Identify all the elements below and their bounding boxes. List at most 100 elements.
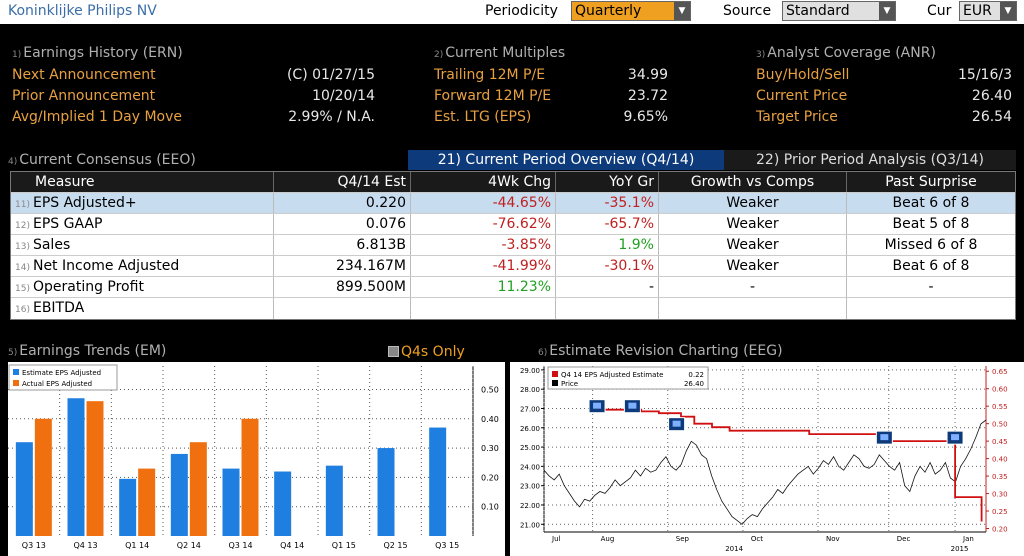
bar-estimate — [15, 442, 33, 536]
bar-actual — [86, 401, 104, 536]
current-price-value: 26.40 — [971, 88, 1012, 104]
section-number: 4) — [8, 157, 18, 167]
checkbox-icon — [388, 346, 399, 357]
revision-marker-glyph — [672, 420, 681, 427]
chevron-down-icon: ▼ — [879, 2, 895, 20]
x-tick-label: Dec — [897, 535, 911, 543]
row-number: 14) — [15, 263, 30, 273]
estimate-revision-link[interactable]: 6) Estimate Revision Charting (EEG) — [538, 343, 783, 359]
y-left-tick-label: 21.00 — [520, 521, 540, 529]
cell-chg: -76.62% — [411, 214, 556, 235]
table-row[interactable]: 13) Sales 6.813B -3.85% 1.9% Weaker Missed 6 o… — [11, 234, 1015, 256]
row-number: 15) — [15, 284, 30, 294]
cell-chg: -44.65% — [411, 193, 556, 214]
bar-actual — [189, 442, 207, 536]
col-estimate[interactable]: Q4/14 Est — [274, 172, 411, 192]
price-line — [543, 419, 987, 525]
section-number: 6) — [538, 348, 548, 358]
estimate-revision-svg: 21.00 22.00 23.00 24.00 25.00 26.00 27.00 28.00… — [520, 366, 1008, 553]
current-multiples-title: Current Multiples — [445, 45, 566, 61]
cell-est: 6.813B — [274, 235, 411, 256]
tab-prior-period[interactable]: 22) Prior Period Analysis (Q3/14) — [724, 150, 1016, 170]
currency-dropdown[interactable]: EUR ▼ — [959, 1, 1017, 21]
bar-estimate — [222, 468, 240, 536]
cell-est: 234.167M — [274, 256, 411, 277]
current-multiples-link[interactable]: 2) Current Multiples — [434, 45, 565, 61]
cell-comps: - — [659, 277, 847, 298]
x-tick-label: Q3 14 — [228, 541, 252, 550]
legend-value: 0.22 — [688, 371, 704, 379]
estimate-revision-title: Estimate Revision Charting (EEG) — [549, 343, 783, 359]
legend-box — [547, 366, 709, 390]
trailing-pe-label: Trailing 12M P/E — [434, 67, 546, 83]
y-left-tick-label: 27.00 — [520, 405, 540, 413]
y-right-tick-label: 0.20 — [992, 526, 1008, 534]
measure-name: Operating Profit — [32, 279, 144, 295]
revision-marker-glyph — [628, 402, 637, 409]
cell-chg: 11.23% — [411, 277, 556, 298]
table-row[interactable]: 11) EPS Adjusted+ 0.220 -44.65% -35.1% Weaker… — [11, 192, 1015, 214]
forward-pe-label: Forward 12M P/E — [434, 88, 552, 104]
q4s-only-label: Q4s Only — [401, 344, 465, 360]
earnings-trends-link[interactable]: 5) Earnings Trends (EM) — [8, 343, 166, 359]
cell-comps: Weaker — [659, 235, 847, 256]
legend-label: Price — [561, 380, 578, 388]
x-tick-label: Q4 13 — [73, 541, 97, 550]
y-left-tick-label: 25.00 — [520, 444, 540, 452]
col-measure[interactable]: Measure — [11, 172, 274, 192]
periodicity-label: Periodicity — [485, 3, 558, 19]
legend-swatch — [552, 371, 558, 377]
estimate-revision-chart[interactable]: 21.00 22.00 23.00 24.00 25.00 26.00 27.00 28.00… — [510, 362, 1024, 556]
y-right-tick-label: 0.35 — [992, 473, 1008, 481]
revision-marker-glyph — [880, 434, 889, 441]
avg-move-label: Avg/Implied 1 Day Move — [12, 109, 183, 125]
table-row[interactable]: 12) EPS GAAP 0.076 -76.62% -65.7% Weaker Beat … — [11, 213, 1015, 235]
source-dropdown[interactable]: Standard ▼ — [782, 1, 896, 21]
measure-name: Net Income Adjusted — [32, 258, 180, 274]
cell-surprise: Beat 6 of 8 — [892, 258, 970, 274]
col-yoy-growth[interactable]: YoY Gr — [556, 172, 659, 192]
col-4wk-change[interactable]: 4Wk Chg — [411, 172, 556, 192]
x-tick-label: Oct — [751, 535, 763, 543]
cell-surprise — [847, 298, 1015, 319]
analyst-coverage-link[interactable]: 3) Analyst Coverage (ANR) — [756, 45, 936, 61]
table-row[interactable]: 16) EBITDA — [11, 297, 1015, 319]
measure-name: EPS Adjusted+ — [32, 195, 137, 211]
q4s-only-toggle[interactable]: Q4s Only — [388, 344, 465, 360]
row-number: 16) — [15, 305, 30, 315]
legend-swatch — [13, 369, 19, 375]
tab-current-period[interactable]: 21) Current Period Overview (Q4/14) — [408, 150, 724, 170]
row-number: 13) — [15, 242, 30, 252]
trailing-pe-value: 34.99 — [627, 67, 668, 83]
table-row[interactable]: 15) Operating Profit 899.500M 11.23% - - - — [11, 276, 1015, 298]
col-growth-vs-comps[interactable]: Growth vs Comps — [659, 172, 847, 192]
periodicity-dropdown[interactable]: Quarterly ▼ — [571, 1, 691, 21]
x-tick-label: Q1 14 — [125, 541, 149, 550]
earnings-trends-svg: 0.10 0.20 0.30 0.40 0.50 Q3 13 Q4 13 Q1 14 Q2 14… — [8, 364, 499, 550]
cell-measure: 16) EBITDA — [11, 298, 274, 319]
y-left-tick-label: 29.00 — [520, 367, 540, 375]
row-number: 11) — [15, 200, 30, 210]
cell-chg — [411, 298, 556, 319]
cell-measure: 15) Operating Profit — [11, 277, 274, 298]
col-past-surprise[interactable]: Past Surprise — [847, 172, 1015, 192]
table-row[interactable]: 14) Net Income Adjusted 234.167M -41.99% -30… — [11, 255, 1015, 277]
y-left-tick-label: 22.00 — [520, 502, 540, 510]
cell-yoy: -30.1% — [556, 256, 659, 277]
y-tick-label: 0.50 — [481, 385, 499, 394]
measure-name: EBITDA — [32, 300, 85, 316]
x-tick-label: Jul — [551, 535, 561, 543]
y-right-tick-label: 0.45 — [992, 438, 1008, 446]
current-consensus-link[interactable]: 4) Current Consensus (EEO) — [8, 152, 196, 168]
measure-name: EPS GAAP — [32, 216, 103, 232]
y-tick-label: 0.20 — [481, 473, 499, 482]
source-label: Source — [723, 3, 772, 19]
y-right-tick-label: 0.40 — [992, 456, 1008, 464]
earnings-trends-chart[interactable]: 0.10 0.20 0.30 0.40 0.50 Q3 13 Q4 13 Q1 14 Q2 14… — [8, 362, 505, 556]
cell-measure: 11) EPS Adjusted+ — [11, 193, 274, 214]
y-right-tick-label: 0.60 — [992, 386, 1008, 394]
cell-yoy: - — [556, 277, 659, 298]
x-tick-label: Q3 13 — [22, 541, 46, 550]
legend-label: Q4 14 EPS Adjusted Estimate — [561, 371, 663, 379]
earnings-history-link[interactable]: 1) Earnings History (ERN) — [12, 45, 183, 61]
